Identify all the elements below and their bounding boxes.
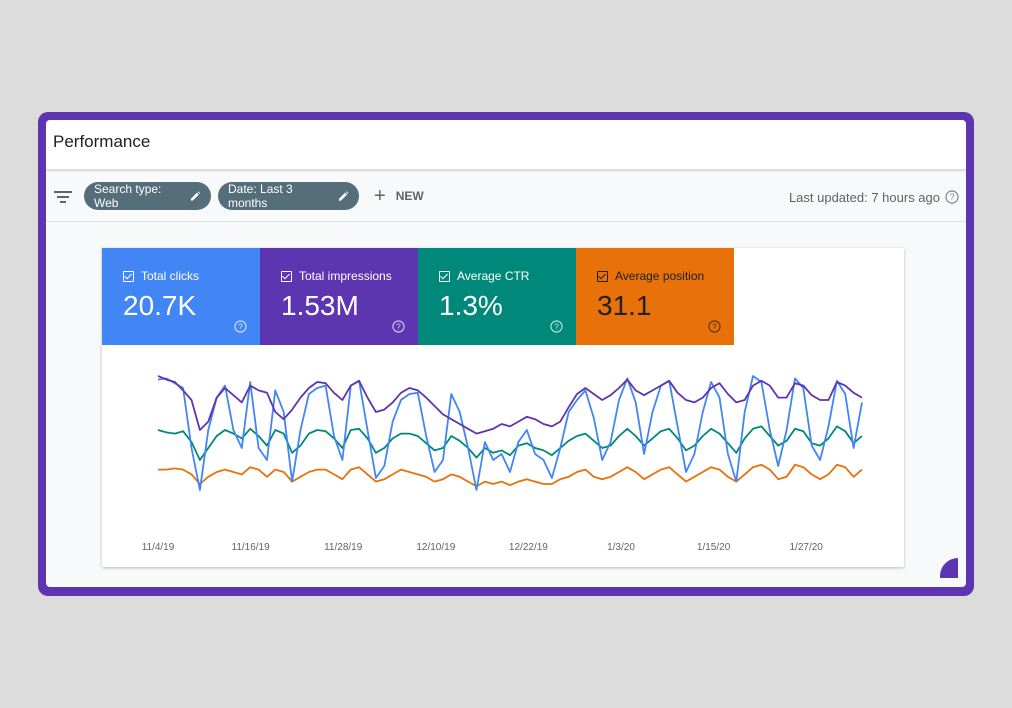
performance-window: Performance Search type: Web Date: Last … — [46, 120, 966, 587]
help-icon[interactable]: ? — [234, 320, 247, 333]
x-axis-tick-label: 11/16/19 — [232, 542, 271, 553]
series-line-total-clicks — [157, 375, 863, 491]
frame-corner — [940, 558, 958, 578]
x-axis-tick-label: 1/15/20 — [697, 542, 731, 553]
series-line-total-impressions — [157, 375, 863, 435]
metric-value: 20.7K — [123, 290, 197, 321]
edit-pencil-icon — [338, 191, 349, 201]
series-line-average-position — [158, 463, 863, 488]
checkbox-checked-icon — [597, 270, 608, 282]
performance-line-chart: 11/4/19 11/16/19 11/28/19 12/10/19 12/22/19 1… — [142, 375, 863, 553]
help-icon[interactable]: ? — [945, 190, 959, 204]
svg-text:?: ? — [949, 192, 954, 202]
performance-card: Total clicks 20.7K ? Total impressions 1… — [102, 248, 904, 567]
page-title: Performance — [53, 132, 151, 151]
x-axis-tick-label: 1/27/20 — [790, 542, 824, 553]
window-frame: Performance Search type: Web Date: Last … — [38, 112, 974, 596]
date-range-chip-label: Date: Last 3 months — [228, 182, 293, 210]
metric-value: 1.53M — [281, 290, 359, 321]
help-icon[interactable]: ? — [392, 320, 405, 333]
last-updated-text: Last updated: 7 hours ago — [788, 190, 940, 205]
x-axis-tick-label: 12/10/19 — [416, 542, 455, 553]
checkbox-checked-icon — [123, 270, 134, 282]
x-axis-tick-label: 1/3/20 — [607, 542, 635, 553]
filter-list-icon[interactable] — [54, 189, 72, 205]
metric-average-position[interactable]: Average position 31.1 ? — [576, 248, 734, 345]
help-icon[interactable]: ? — [708, 320, 721, 333]
checkbox-checked-icon — [281, 270, 292, 282]
date-range-chip[interactable]: Date: Last 3 months — [218, 182, 359, 210]
svg-text:?: ? — [554, 321, 559, 331]
header-bar: Performance — [46, 120, 966, 170]
metric-total-clicks[interactable]: Total clicks 20.7K ? — [102, 248, 260, 345]
metric-value: 1.3% — [439, 290, 503, 321]
series-line-average-ctr — [157, 425, 863, 461]
plus-icon: + — [374, 185, 386, 207]
search-type-chip-label: Search type: Web — [94, 182, 162, 210]
svg-text:?: ? — [396, 321, 401, 331]
x-axis-tick-label: 11/4/19 — [142, 542, 175, 553]
metric-total-impressions[interactable]: Total impressions 1.53M ? — [260, 248, 418, 345]
svg-text:?: ? — [712, 321, 717, 331]
filter-toolbar: Search type: Web Date: Last 3 months + N… — [46, 172, 966, 222]
metric-label: Total impressions — [299, 269, 392, 283]
checkbox-checked-icon — [439, 270, 450, 282]
metric-label: Average position — [615, 269, 705, 283]
metric-label: Average CTR — [457, 269, 530, 283]
metric-value: 31.1 — [597, 290, 652, 321]
edit-pencil-icon — [190, 191, 201, 201]
metric-label: Total clicks — [141, 269, 200, 283]
search-type-chip[interactable]: Search type: Web — [84, 182, 211, 210]
metric-average-ctr[interactable]: Average CTR 1.3% ? — [418, 248, 576, 345]
new-filter-button[interactable]: + NEW — [374, 186, 424, 206]
new-filter-label: NEW — [395, 189, 424, 203]
help-icon[interactable]: ? — [550, 320, 563, 333]
x-axis-tick-label: 12/22/19 — [509, 542, 548, 553]
svg-text:?: ? — [238, 321, 243, 331]
x-axis-tick-label: 11/28/19 — [324, 542, 363, 553]
